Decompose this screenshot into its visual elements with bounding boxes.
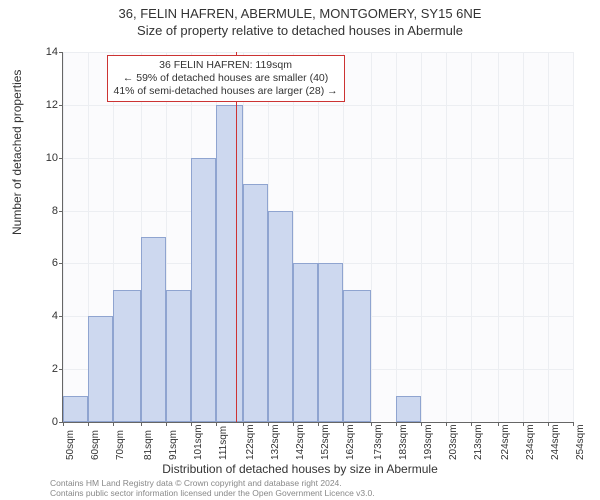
histogram-bar <box>141 237 166 422</box>
xtick-mark <box>498 422 499 426</box>
xtick-mark <box>371 422 372 426</box>
xtick-label: 132sqm <box>270 424 281 460</box>
xtick-mark <box>216 422 217 426</box>
vgridline <box>371 52 372 422</box>
xtick-label: 213sqm <box>473 424 484 460</box>
histogram-bar <box>63 396 88 422</box>
annotation-line3: 41% of semi-detached houses are larger (… <box>114 85 338 98</box>
ytick-label: 10 <box>28 152 58 164</box>
xtick-mark <box>396 422 397 426</box>
xtick-label: 173sqm <box>373 424 384 460</box>
marker-line <box>236 52 238 422</box>
xtick-label: 91sqm <box>168 430 179 460</box>
xtick-mark <box>88 422 89 426</box>
xtick-mark <box>471 422 472 426</box>
ytick-label: 2 <box>28 363 58 375</box>
histogram-bar <box>166 290 191 422</box>
vgridline <box>498 52 499 422</box>
ytick-label: 14 <box>28 46 58 58</box>
xtick-mark <box>63 422 64 426</box>
ytick-label: 12 <box>28 99 58 111</box>
xtick-label: 254sqm <box>575 424 586 460</box>
xtick-label: 50sqm <box>65 430 76 460</box>
xtick-label: 70sqm <box>115 430 126 460</box>
histogram-bar <box>293 263 318 422</box>
xtick-mark <box>166 422 167 426</box>
chart-title-line1: 36, FELIN HAFREN, ABERMULE, MONTGOMERY, … <box>0 0 600 21</box>
histogram-bar <box>88 316 113 422</box>
chart-title-line2: Size of property relative to detached ho… <box>0 21 600 38</box>
histogram-bar <box>113 290 141 422</box>
histogram-bar <box>396 396 421 422</box>
xtick-mark <box>548 422 549 426</box>
xtick-mark <box>268 422 269 426</box>
histogram-bar <box>216 105 244 422</box>
vgridline <box>63 52 64 422</box>
xtick-mark <box>573 422 574 426</box>
xtick-label: 193sqm <box>423 424 434 460</box>
plot-area: 36 FELIN HAFREN: 119sqm← 59% of detached… <box>62 52 573 423</box>
vgridline <box>396 52 397 422</box>
xtick-label: 234sqm <box>525 424 536 460</box>
xtick-label: 81sqm <box>143 430 154 460</box>
xtick-mark <box>421 422 422 426</box>
xtick-label: 60sqm <box>90 430 101 460</box>
xtick-label: 152sqm <box>320 424 331 460</box>
xtick-mark <box>446 422 447 426</box>
xtick-label: 244sqm <box>550 424 561 460</box>
xtick-label: 101sqm <box>193 424 204 460</box>
xtick-mark <box>243 422 244 426</box>
xtick-mark <box>293 422 294 426</box>
xtick-label: 224sqm <box>500 424 511 460</box>
ytick-label: 8 <box>28 205 58 217</box>
xtick-label: 111sqm <box>218 426 229 460</box>
x-axis-label: Distribution of detached houses by size … <box>0 462 600 476</box>
xtick-label: 203sqm <box>448 424 459 460</box>
footer-attribution: Contains HM Land Registry data © Crown c… <box>50 479 375 498</box>
annotation-box: 36 FELIN HAFREN: 119sqm← 59% of detached… <box>107 55 345 102</box>
footer-line2: Contains public sector information licen… <box>50 489 375 498</box>
vgridline <box>421 52 422 422</box>
vgridline <box>471 52 472 422</box>
vgridline <box>573 52 574 422</box>
annotation-line1: 36 FELIN HAFREN: 119sqm <box>114 59 338 72</box>
xtick-mark <box>113 422 114 426</box>
xtick-label: 183sqm <box>398 424 409 460</box>
ytick-label: 4 <box>28 310 58 322</box>
histogram-bar <box>243 184 268 422</box>
xtick-label: 142sqm <box>295 424 306 460</box>
histogram-bar <box>318 263 343 422</box>
xtick-mark <box>141 422 142 426</box>
chart-container: 36, FELIN HAFREN, ABERMULE, MONTGOMERY, … <box>0 0 600 500</box>
vgridline <box>446 52 447 422</box>
vgridline <box>548 52 549 422</box>
histogram-bar <box>191 158 216 422</box>
xtick-mark <box>318 422 319 426</box>
vgridline <box>523 52 524 422</box>
xtick-mark <box>343 422 344 426</box>
xtick-mark <box>191 422 192 426</box>
xtick-label: 162sqm <box>345 424 356 460</box>
ytick-label: 6 <box>28 257 58 269</box>
xtick-label: 122sqm <box>245 424 256 460</box>
y-axis-label: Number of detached properties <box>10 70 24 235</box>
annotation-line2: ← 59% of detached houses are smaller (40… <box>114 72 338 85</box>
histogram-bar <box>268 211 293 422</box>
xtick-mark <box>523 422 524 426</box>
histogram-bar <box>343 290 371 422</box>
ytick-label: 0 <box>28 416 58 428</box>
